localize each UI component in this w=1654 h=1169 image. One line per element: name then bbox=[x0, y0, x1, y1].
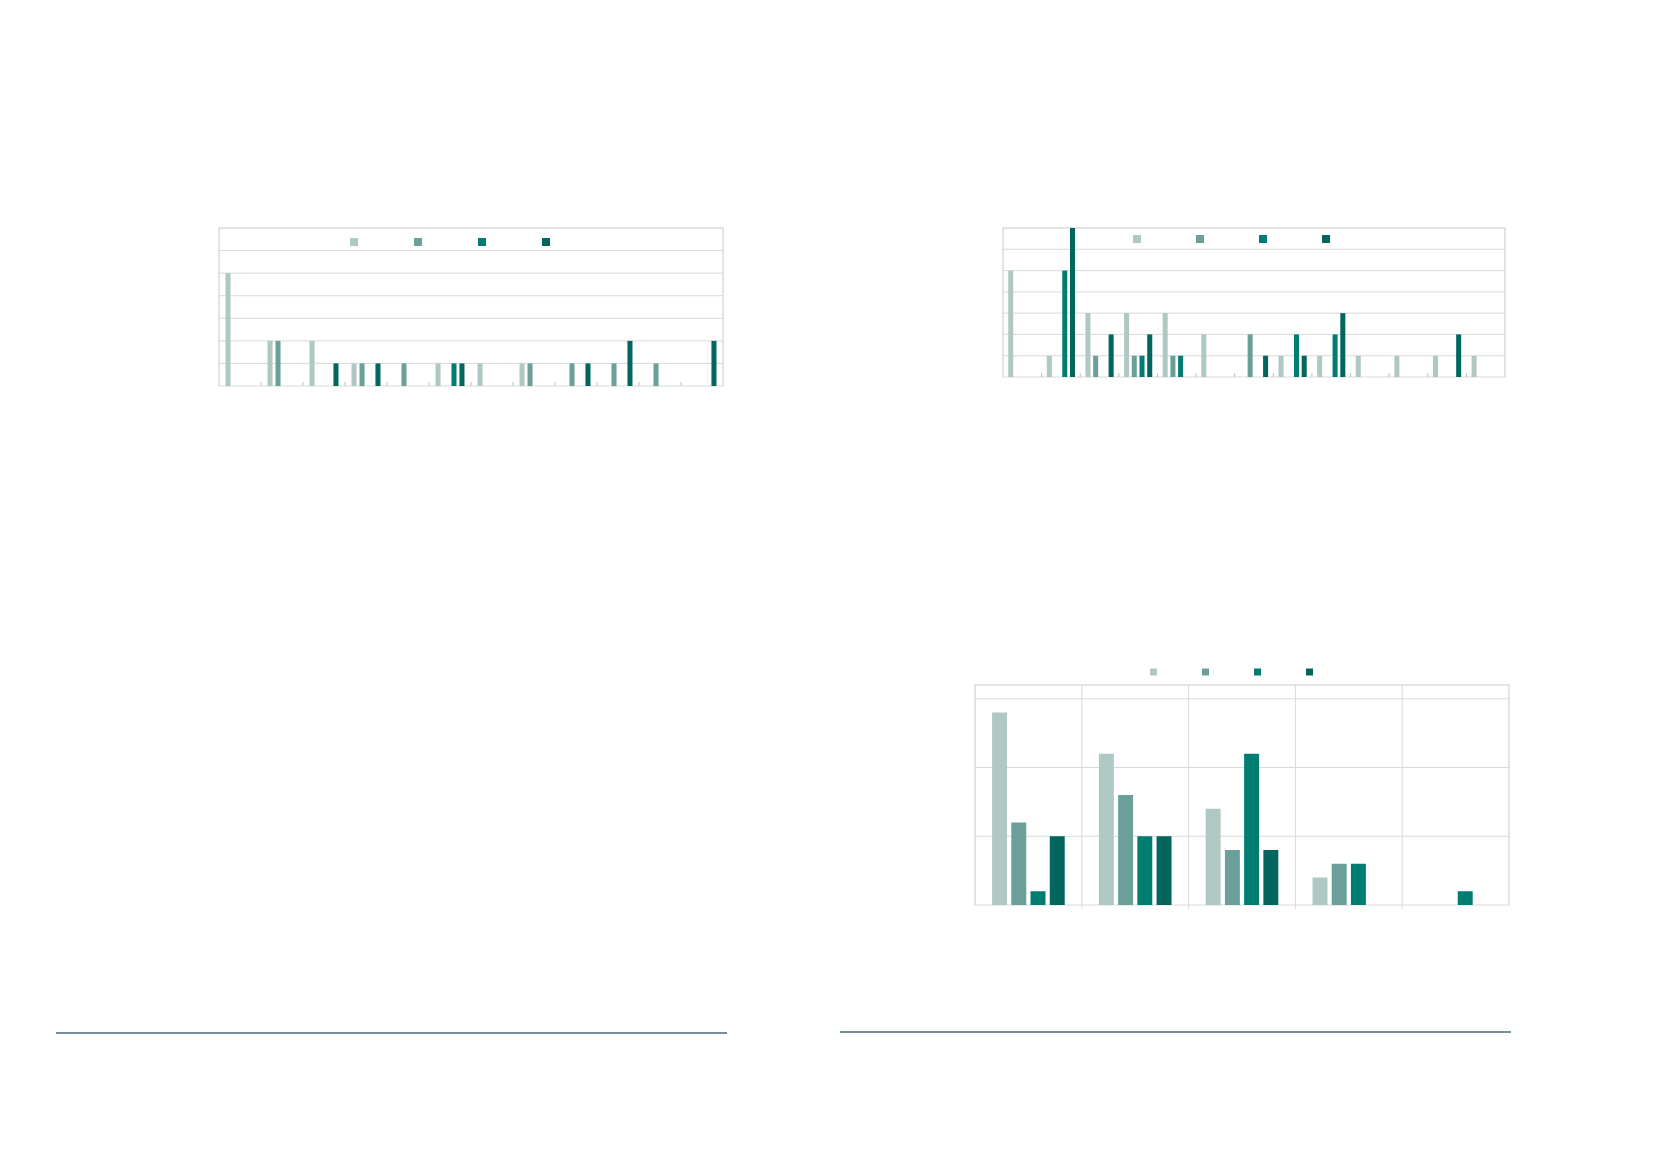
bar bbox=[333, 363, 339, 386]
bar bbox=[1046, 355, 1052, 377]
bar bbox=[1263, 850, 1279, 905]
bar bbox=[1340, 313, 1346, 377]
bar bbox=[653, 363, 659, 386]
bar bbox=[1394, 355, 1400, 377]
bar bbox=[1432, 355, 1439, 377]
bar bbox=[1178, 355, 1184, 377]
bar bbox=[1098, 753, 1114, 905]
bar bbox=[519, 363, 525, 386]
bar bbox=[1030, 891, 1046, 905]
bar bbox=[275, 340, 281, 386]
bar bbox=[1147, 334, 1153, 377]
bar bbox=[1201, 334, 1207, 377]
bar bbox=[569, 363, 575, 386]
bar bbox=[1049, 836, 1065, 905]
bar bbox=[1244, 753, 1260, 905]
bar bbox=[1162, 313, 1168, 377]
bar bbox=[1278, 355, 1284, 377]
bar bbox=[359, 363, 365, 386]
bar bbox=[585, 363, 591, 386]
bar bbox=[1156, 836, 1172, 905]
bar bbox=[1355, 355, 1361, 377]
bar bbox=[459, 363, 465, 386]
bar bbox=[1332, 334, 1338, 377]
bar bbox=[1293, 334, 1299, 377]
bar bbox=[711, 340, 717, 386]
legend-marker bbox=[478, 238, 486, 246]
legend-marker bbox=[1306, 668, 1313, 676]
bar bbox=[1008, 270, 1014, 377]
bar bbox=[267, 340, 273, 386]
bar bbox=[1301, 355, 1307, 377]
bar bbox=[1139, 355, 1145, 377]
legend-marker bbox=[1259, 235, 1267, 243]
legend-marker bbox=[1150, 668, 1157, 676]
bar bbox=[1471, 355, 1477, 377]
bar bbox=[992, 712, 1008, 905]
bar bbox=[1247, 334, 1253, 377]
bar bbox=[1317, 355, 1323, 377]
bar bbox=[451, 363, 457, 386]
bar bbox=[1093, 355, 1099, 377]
bar bbox=[627, 340, 633, 386]
bar bbox=[375, 363, 381, 386]
bar bbox=[477, 363, 483, 386]
bar bbox=[1124, 313, 1130, 377]
bar bbox=[1170, 355, 1176, 377]
bar bbox=[1331, 863, 1347, 905]
bar bbox=[225, 273, 231, 386]
bar bbox=[1205, 808, 1221, 905]
bar bbox=[435, 363, 441, 386]
bar bbox=[1137, 836, 1153, 905]
bar bbox=[1350, 863, 1366, 905]
bar bbox=[1457, 891, 1473, 905]
bar bbox=[1011, 822, 1027, 905]
bar bbox=[1131, 355, 1137, 377]
legend-marker bbox=[1133, 235, 1141, 243]
bar bbox=[1263, 355, 1269, 377]
legend-marker bbox=[350, 238, 358, 246]
bar bbox=[1118, 795, 1134, 905]
plot-frame bbox=[218, 227, 724, 387]
bar bbox=[1224, 850, 1240, 905]
bar bbox=[1085, 313, 1091, 377]
legend-marker bbox=[542, 238, 550, 246]
bar bbox=[401, 363, 407, 386]
plot-frame bbox=[1002, 227, 1506, 378]
bar bbox=[1108, 334, 1114, 377]
legend-marker bbox=[1196, 235, 1204, 243]
legend-marker bbox=[1322, 235, 1330, 243]
bar bbox=[1312, 877, 1328, 905]
legend-marker bbox=[1254, 668, 1261, 676]
bar bbox=[351, 363, 357, 386]
bar bbox=[1069, 228, 1076, 377]
legend-marker bbox=[414, 238, 422, 246]
bar bbox=[527, 363, 533, 386]
bar bbox=[611, 363, 617, 386]
legend-marker bbox=[1202, 668, 1209, 676]
bar bbox=[1062, 270, 1068, 377]
bar bbox=[309, 340, 315, 386]
bar bbox=[1456, 334, 1462, 377]
